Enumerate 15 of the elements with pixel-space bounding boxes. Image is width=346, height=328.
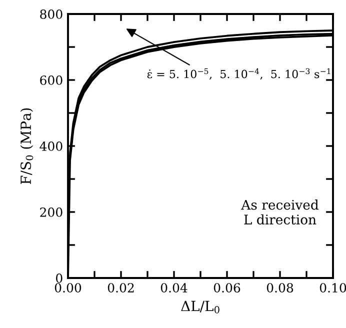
x-tick-label: 0.04 — [160, 283, 188, 293]
annotation: ε̇ = 5. 10$^{−5}$, 5. 10$^{−4}$, 5. 10$^{−3}$ s$^{−1}$ — [147, 68, 330, 80]
annotation: As received L direction — [241, 200, 318, 225]
x-axis-title: ΔL/L$_{0}$ — [181, 300, 220, 314]
x-tick-label: 0.02 — [108, 283, 134, 293]
x-tick-label: 0.10 — [320, 283, 346, 293]
y-tick-label: 600 — [40, 75, 62, 85]
x-tick-label: 0.00 — [54, 283, 82, 293]
y-tick-label: 0 — [56, 273, 62, 283]
y-axis-title: F/S$_{0}$ (MPa) — [20, 108, 34, 184]
y-tick-label: 800 — [40, 9, 62, 19]
y-tick-label: 200 — [40, 207, 62, 217]
x-tick-label: 0.08 — [266, 283, 294, 293]
x-tick-label: 0.06 — [214, 283, 240, 293]
y-tick-label: 400 — [40, 141, 62, 151]
